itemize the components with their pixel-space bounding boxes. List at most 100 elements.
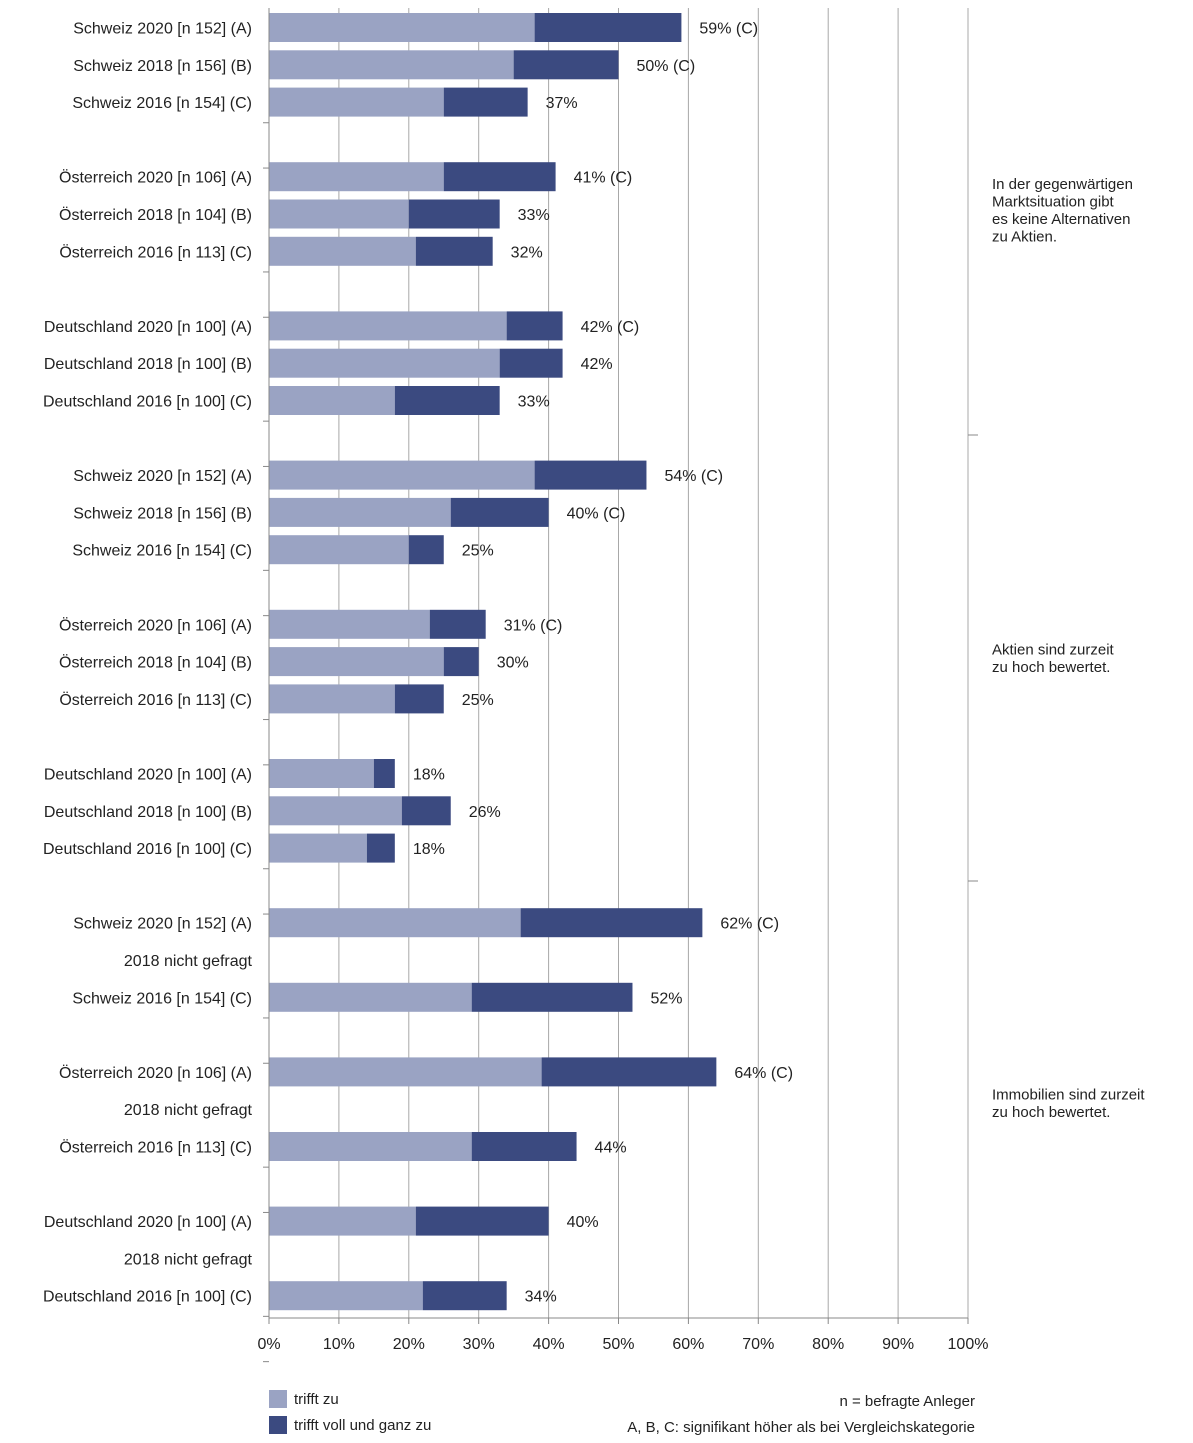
row-label: Österreich 2018 [n 104] (B) xyxy=(59,206,252,224)
value-label: 52% xyxy=(650,990,682,1007)
bar-trifft-voll xyxy=(443,162,556,192)
bar-trifft-voll xyxy=(394,386,500,415)
bar-trifft-voll xyxy=(450,497,549,527)
row-label: Schweiz 2016 [n 154] (C) xyxy=(72,543,252,560)
bar-trifft-zu xyxy=(269,87,444,117)
row-label: Deutschland 2020 [n 100] (A) xyxy=(44,767,252,784)
bars-layer xyxy=(269,13,717,1311)
statement-text: Aktien sind zurzeit xyxy=(992,641,1115,658)
bar-trifft-voll xyxy=(534,13,682,42)
bar-trifft-voll xyxy=(513,50,619,80)
bar-trifft-zu xyxy=(269,908,521,938)
statement-text: Marktsituation gibt xyxy=(992,193,1115,210)
bar-trifft-zu xyxy=(269,497,451,527)
value-label: 59% (C) xyxy=(699,21,758,38)
footnote: n = befragte Anleger xyxy=(839,1393,975,1410)
bar-trifft-voll xyxy=(541,1057,717,1087)
row-label: Schweiz 2020 [n 152] (A) xyxy=(73,468,252,485)
legend-swatch xyxy=(269,1390,287,1408)
bar-trifft-voll xyxy=(408,199,500,229)
value-label: 33% xyxy=(518,394,550,411)
row-label: Österreich 2016 [n 113] (C) xyxy=(59,691,252,709)
x-tick-label: 30% xyxy=(463,1336,495,1353)
row-label: Österreich 2016 [n 113] (C) xyxy=(59,243,252,261)
value-label: 25% xyxy=(462,543,494,560)
bar-trifft-zu xyxy=(269,1206,416,1236)
bar-trifft-zu xyxy=(269,1281,423,1311)
bar-trifft-zu xyxy=(269,1057,542,1087)
value-label: 50% (C) xyxy=(637,58,696,75)
row-label: Schweiz 2018 [n 156] (B) xyxy=(73,58,252,75)
value-label: 40% (C) xyxy=(567,505,626,522)
value-label: 62% (C) xyxy=(720,916,779,933)
bar-trifft-voll xyxy=(422,1281,507,1311)
row-label: Österreich 2018 [n 104] (B) xyxy=(59,654,252,672)
row-label: Österreich 2020 [n 106] (A) xyxy=(59,1064,252,1082)
bar-trifft-zu xyxy=(269,535,409,565)
bar-trifft-zu xyxy=(269,759,374,788)
x-tick-label: 70% xyxy=(742,1336,774,1353)
bar-trifft-zu xyxy=(269,236,416,266)
row-label: 2018 nicht gefragt xyxy=(124,953,253,970)
row-label: Deutschland 2018 [n 100] (B) xyxy=(44,804,252,821)
bar-trifft-voll xyxy=(394,684,444,714)
value-label: 41% (C) xyxy=(574,170,633,187)
value-label: 18% xyxy=(413,767,445,784)
bar-trifft-zu xyxy=(269,833,367,863)
x-tick-label: 10% xyxy=(323,1336,355,1353)
footnote: A, B, C: signifikant höher als bei Vergl… xyxy=(627,1419,975,1436)
bar-trifft-voll xyxy=(520,908,703,938)
x-tick-label: 40% xyxy=(533,1336,565,1353)
bar-trifft-zu xyxy=(269,311,507,341)
bar-trifft-voll xyxy=(429,609,486,639)
x-tick-label: 20% xyxy=(393,1336,425,1353)
row-label: Deutschland 2016 [n 100] (C) xyxy=(43,394,252,411)
bar-trifft-zu xyxy=(269,647,444,677)
bar-trifft-voll xyxy=(408,535,444,565)
value-label: 42% xyxy=(581,356,613,373)
bar-trifft-voll xyxy=(443,647,479,677)
row-label: Deutschland 2020 [n 100] (A) xyxy=(44,319,252,336)
value-label: 32% xyxy=(511,244,543,261)
bar-trifft-voll xyxy=(471,982,633,1012)
bar-trifft-zu xyxy=(269,386,395,415)
bar-trifft-voll xyxy=(373,759,395,788)
statement-text: zu hoch bewertet. xyxy=(992,659,1110,676)
bar-trifft-voll xyxy=(366,833,395,863)
value-label: 44% xyxy=(595,1140,627,1157)
statement-text: Immobilien sind zurzeit xyxy=(992,1086,1145,1103)
bar-trifft-voll xyxy=(415,1206,549,1236)
bar-trifft-voll xyxy=(415,236,493,266)
bar-trifft-voll xyxy=(499,348,563,378)
row-label: Österreich 2020 [n 106] (A) xyxy=(59,169,252,187)
bar-trifft-zu xyxy=(269,348,500,378)
legend-label: trifft voll und ganz zu xyxy=(294,1417,431,1434)
value-label: 54% (C) xyxy=(664,468,723,485)
value-label: 26% xyxy=(469,804,501,821)
value-label: 33% xyxy=(518,207,550,224)
row-label: Deutschland 2020 [n 100] (A) xyxy=(44,1214,252,1231)
legend-label: trifft zu xyxy=(294,1391,339,1408)
x-tick-label: 60% xyxy=(672,1336,704,1353)
bar-trifft-zu xyxy=(269,13,535,42)
x-tick-label: 90% xyxy=(882,1336,914,1353)
row-label: Deutschland 2016 [n 100] (C) xyxy=(43,1289,252,1306)
statement-text: es keine Alternativen xyxy=(992,211,1130,228)
value-label: 40% xyxy=(567,1214,599,1231)
bar-trifft-zu xyxy=(269,684,395,714)
row-label: Schweiz 2016 [n 154] (C) xyxy=(72,990,252,1007)
row-label: Schweiz 2018 [n 156] (B) xyxy=(73,505,252,522)
statement-text: zu Aktien. xyxy=(992,228,1057,245)
statement-text: zu hoch bewertet. xyxy=(992,1104,1110,1121)
x-tick-label: 0% xyxy=(257,1336,280,1353)
bar-trifft-zu xyxy=(269,1132,472,1161)
value-label: 37% xyxy=(546,95,578,112)
labels-layer: Schweiz 2020 [n 152] (A) 59% (C) Schweiz 2… xyxy=(43,21,793,1306)
statement-text: In der gegenwärtigen xyxy=(992,176,1133,193)
legend: trifft zu trifft voll und ganz zu n = befr… xyxy=(269,1390,975,1436)
value-label: 30% xyxy=(497,655,529,672)
row-label: Deutschland 2016 [n 100] (C) xyxy=(43,841,252,858)
